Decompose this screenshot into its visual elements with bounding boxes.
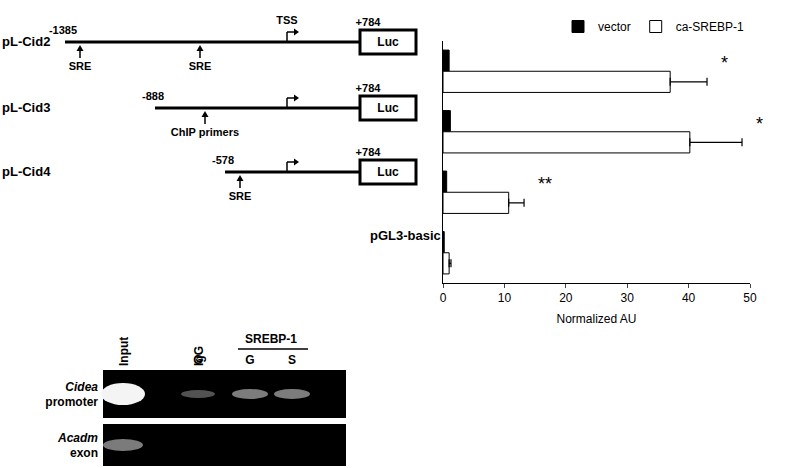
svg-text:10: 10 [498, 291, 512, 305]
svg-text:TSS: TSS [276, 14, 297, 26]
svg-text:*: * [756, 114, 763, 134]
svg-text:SRE: SRE [229, 190, 252, 202]
svg-text:20: 20 [559, 291, 573, 305]
svg-text:vector: vector [598, 20, 631, 34]
svg-text:pGL3-basic: pGL3-basic [370, 228, 441, 243]
svg-text:SREBP-1: SREBP-1 [245, 332, 297, 346]
svg-text:G: G [193, 353, 202, 367]
svg-text:IgG: IgG [192, 346, 206, 366]
svg-text:SRE: SRE [189, 60, 212, 72]
svg-text:ChIP primers: ChIP primers [171, 126, 239, 138]
svg-text:exon: exon [70, 446, 98, 460]
svg-text:Luc: Luc [377, 35, 399, 49]
svg-text:SRE: SRE [69, 60, 92, 72]
svg-text:pL-Cid4: pL-Cid4 [2, 164, 51, 179]
svg-text:40: 40 [682, 291, 696, 305]
svg-text:Luc: Luc [377, 165, 399, 179]
svg-text:-888: -888 [142, 90, 164, 102]
svg-text:Luc: Luc [377, 101, 399, 115]
svg-text:G: G [245, 353, 254, 367]
svg-text:*: * [721, 53, 728, 73]
svg-text:pL-Cid2: pL-Cid2 [2, 34, 50, 49]
svg-text:+784: +784 [356, 16, 382, 28]
svg-text:30: 30 [621, 291, 635, 305]
svg-text:pL-Cid3: pL-Cid3 [2, 100, 50, 115]
svg-text:Acadm: Acadm [57, 431, 98, 445]
svg-text:+784: +784 [356, 146, 382, 158]
svg-text:Cidea: Cidea [65, 380, 98, 394]
svg-text:S: S [288, 353, 296, 367]
svg-text:0: 0 [440, 291, 447, 305]
svg-text:**: ** [538, 174, 552, 194]
svg-text:+784: +784 [356, 82, 382, 94]
svg-text:-578: -578 [212, 154, 234, 166]
svg-text:ca-SREBP-1: ca-SREBP-1 [676, 20, 744, 34]
svg-text:Input: Input [117, 337, 131, 366]
svg-text:promoter: promoter [45, 395, 98, 409]
svg-text:50: 50 [743, 291, 757, 305]
svg-text:Normalized AU: Normalized AU [556, 312, 636, 326]
svg-text:-1385: -1385 [49, 24, 77, 36]
